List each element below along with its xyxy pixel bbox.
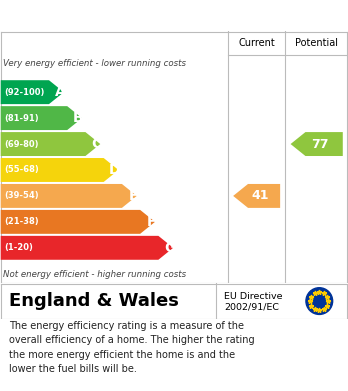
Text: (81-91): (81-91) <box>4 114 39 123</box>
Polygon shape <box>1 80 64 104</box>
Text: A: A <box>55 85 65 99</box>
Text: E: E <box>128 189 138 203</box>
Text: EU Directive: EU Directive <box>224 292 283 301</box>
Text: (69-80): (69-80) <box>4 140 39 149</box>
Text: C: C <box>92 137 102 151</box>
Polygon shape <box>1 236 173 260</box>
Text: Not energy efficient - higher running costs: Not energy efficient - higher running co… <box>3 270 187 279</box>
Polygon shape <box>1 132 100 156</box>
Text: 41: 41 <box>251 189 269 203</box>
Polygon shape <box>1 106 82 130</box>
Text: D: D <box>109 163 120 177</box>
Text: B: B <box>73 111 84 125</box>
Circle shape <box>306 288 333 314</box>
Polygon shape <box>233 184 280 208</box>
Polygon shape <box>1 184 137 208</box>
Text: Energy Efficiency Rating: Energy Efficiency Rating <box>9 8 230 23</box>
Text: (21-38): (21-38) <box>4 217 39 226</box>
Text: (92-100): (92-100) <box>4 88 45 97</box>
Polygon shape <box>1 158 119 182</box>
Text: (39-54): (39-54) <box>4 192 39 201</box>
Text: F: F <box>147 215 156 229</box>
Text: The energy efficiency rating is a measure of the
overall efficiency of a home. T: The energy efficiency rating is a measur… <box>9 321 254 374</box>
Polygon shape <box>291 132 343 156</box>
Text: Current: Current <box>238 38 275 48</box>
Text: G: G <box>164 241 175 255</box>
Text: England & Wales: England & Wales <box>9 292 179 310</box>
Text: (55-68): (55-68) <box>4 165 39 174</box>
Text: 77: 77 <box>311 138 329 151</box>
Text: Potential: Potential <box>295 38 338 48</box>
Text: (1-20): (1-20) <box>4 243 33 252</box>
Text: 2002/91/EC: 2002/91/EC <box>224 303 279 312</box>
Polygon shape <box>1 210 155 234</box>
Text: Very energy efficient - lower running costs: Very energy efficient - lower running co… <box>3 59 187 68</box>
